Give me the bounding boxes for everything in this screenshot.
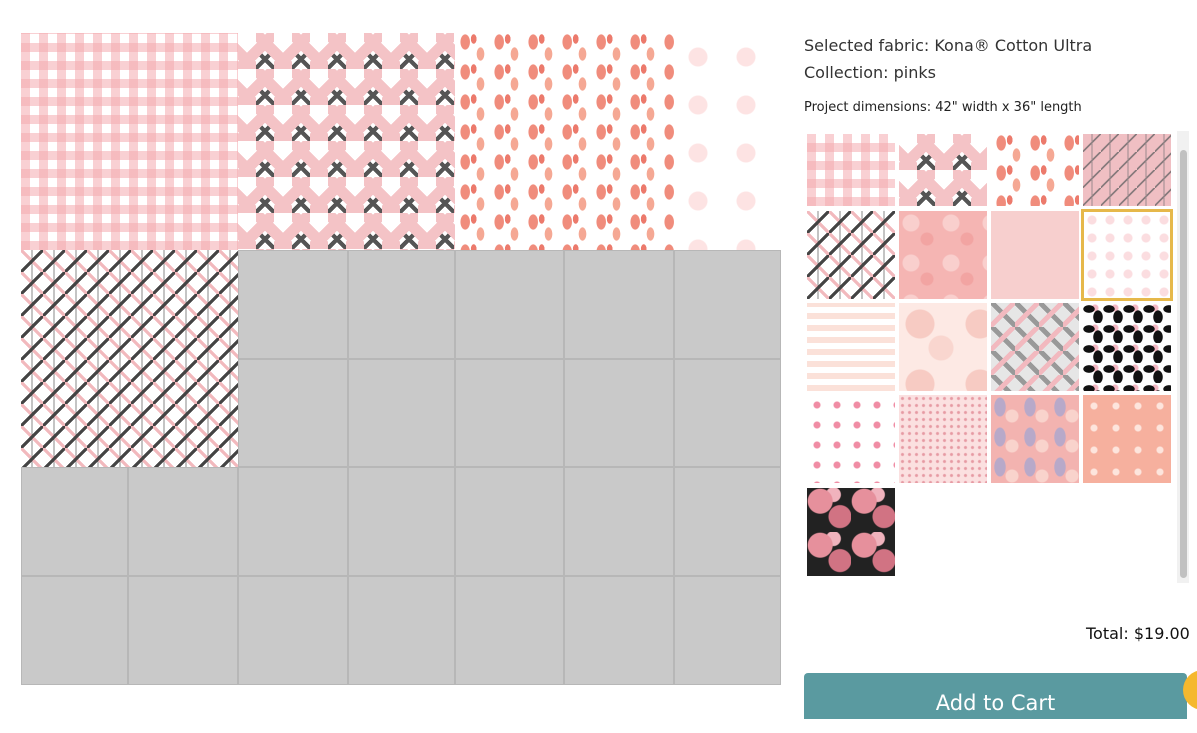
quilt-block-gray-pink-arrows[interactable]	[21, 250, 238, 467]
empty-quilt-cell[interactable]	[674, 250, 781, 359]
swatch-pink-speckle[interactable]	[899, 395, 987, 483]
empty-quilt-cell[interactable]	[348, 576, 455, 685]
empty-quilt-cell[interactable]	[238, 467, 348, 576]
empty-quilt-cell[interactable]	[455, 467, 564, 576]
order-total: Total: $19.00	[1086, 624, 1190, 643]
empty-quilt-cell[interactable]	[21, 467, 128, 576]
swatch-pink-stars[interactable]	[807, 395, 895, 483]
quilt-block-pink-gray-chevron[interactable]	[238, 33, 455, 250]
collection-label: Collection: pinks	[804, 63, 936, 82]
swatch-gray-pink-herringbone[interactable]	[991, 303, 1079, 391]
swatch-pink-paisley[interactable]	[991, 395, 1079, 483]
empty-quilt-cell[interactable]	[564, 467, 674, 576]
empty-quilt-cell[interactable]	[128, 467, 238, 576]
empty-quilt-cell[interactable]	[348, 467, 455, 576]
swatch-flamingo[interactable]	[991, 134, 1079, 206]
swatch-pale-pink-stars[interactable]	[1081, 209, 1173, 301]
empty-quilt-cell[interactable]	[674, 467, 781, 576]
quilt-block-pink-gingham[interactable]	[21, 33, 238, 250]
swatch-pink-gray-chevron[interactable]	[899, 134, 987, 206]
empty-quilt-cell[interactable]	[238, 250, 348, 359]
quilt-block-flamingo[interactable]	[455, 33, 674, 250]
empty-quilt-cell[interactable]	[238, 359, 348, 467]
selected-fabric-label: Selected fabric: Kona® Cotton Ultra	[804, 36, 1093, 55]
empty-quilt-cell[interactable]	[128, 576, 238, 685]
swatch-peach-stars[interactable]	[1083, 395, 1171, 483]
add-to-cart-button[interactable]: Add to Cart	[804, 673, 1187, 719]
empty-quilt-cell[interactable]	[21, 576, 128, 685]
swatch-blush-solid[interactable]	[991, 211, 1079, 299]
swatch-leopard[interactable]	[1083, 303, 1171, 391]
fabric-swatch-grid	[804, 131, 1190, 581]
empty-quilt-cell[interactable]	[455, 359, 564, 467]
swatch-pink-gingham[interactable]	[807, 134, 895, 206]
empty-quilt-cell[interactable]	[348, 250, 455, 359]
empty-quilt-cell[interactable]	[348, 359, 455, 467]
swatch-pink-arrow-stripe[interactable]	[1083, 134, 1171, 206]
quilt-block-pale-star[interactable]	[674, 33, 781, 250]
swatch-pink-floral-print[interactable]	[899, 211, 987, 299]
swatch-black-pink-floral[interactable]	[807, 488, 895, 576]
empty-quilt-cell[interactable]	[564, 576, 674, 685]
empty-quilt-cell[interactable]	[455, 250, 564, 359]
empty-quilt-cell[interactable]	[455, 576, 564, 685]
project-dimensions: Project dimensions: 42" width x 36" leng…	[804, 100, 1082, 115]
empty-quilt-cell[interactable]	[674, 576, 781, 685]
quilt-canvas[interactable]	[21, 33, 781, 685]
empty-quilt-cell[interactable]	[674, 359, 781, 467]
swatch-watercolor-roses[interactable]	[899, 303, 987, 391]
chat-help-icon[interactable]	[1183, 670, 1197, 710]
empty-quilt-cell[interactable]	[564, 359, 674, 467]
empty-quilt-cell[interactable]	[564, 250, 674, 359]
swatch-peach-stripe[interactable]	[807, 303, 895, 391]
swatch-gray-pink-arrows[interactable]	[807, 211, 895, 299]
swatch-scrollbar-thumb[interactable]	[1180, 150, 1187, 578]
empty-quilt-cell[interactable]	[238, 576, 348, 685]
